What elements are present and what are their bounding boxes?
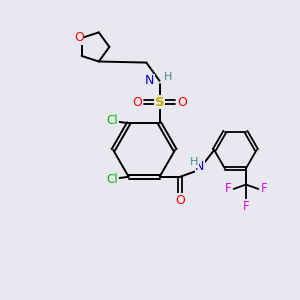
Text: S: S: [155, 95, 164, 109]
Text: F: F: [261, 182, 268, 196]
Text: H: H: [190, 157, 198, 167]
Text: N: N: [145, 74, 154, 87]
Text: N: N: [195, 160, 205, 173]
Text: O: O: [175, 194, 185, 207]
Text: O: O: [132, 95, 142, 109]
Text: F: F: [224, 182, 231, 196]
Text: H: H: [164, 72, 172, 82]
Text: O: O: [177, 95, 187, 109]
Text: O: O: [74, 32, 84, 44]
Text: Cl: Cl: [106, 114, 118, 127]
Text: F: F: [243, 200, 249, 213]
Text: Cl: Cl: [106, 173, 118, 186]
